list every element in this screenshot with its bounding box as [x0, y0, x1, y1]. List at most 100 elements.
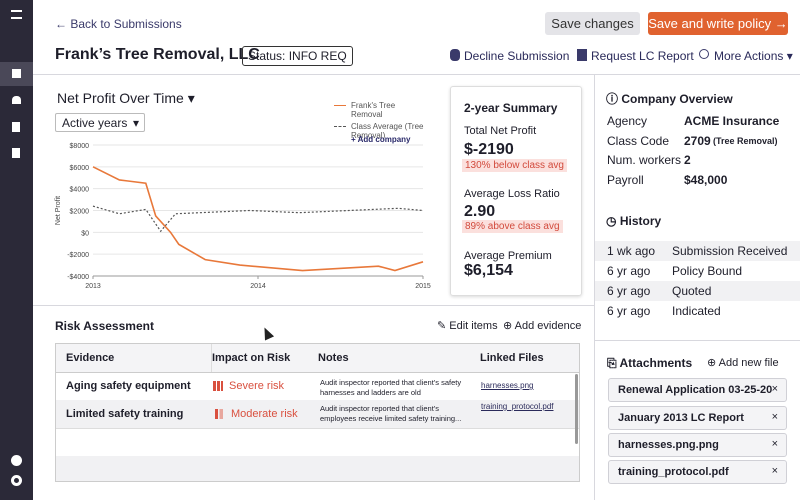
divider	[33, 74, 800, 75]
summary-label: Total Net Profit	[464, 125, 537, 137]
file-name: January 2013 LC Report	[618, 412, 744, 424]
evidence: Limited safety training	[66, 408, 184, 420]
header-cell: Evidence	[66, 352, 115, 364]
overview-text: Company Overview	[621, 92, 733, 106]
label: Agency	[607, 114, 648, 128]
summary-value: $-2190	[464, 141, 514, 158]
filter-text: Active years	[62, 116, 128, 130]
nav-home[interactable]	[0, 62, 33, 86]
save-button[interactable]: Save changes	[545, 12, 640, 35]
file-name: harnesses.png.png	[618, 439, 719, 451]
y-tick-label: $8000	[70, 143, 90, 150]
file-chip[interactable]: harnesses.png.png ×	[608, 433, 787, 457]
history-row: 1 wk ago Submission Received	[595, 241, 800, 261]
legend-item: Frank's Tree Removal	[334, 101, 426, 119]
file-chip[interactable]: Renewal Application 03-25-20 ×	[608, 378, 787, 402]
file-chip[interactable]: January 2013 LC Report ×	[608, 406, 787, 430]
value-note: (Tree Removal)	[713, 136, 778, 146]
time: 1 wk ago	[607, 244, 656, 258]
remove[interactable]: ×	[771, 411, 778, 423]
attachments-title: ⎘ Attachments	[607, 356, 693, 370]
page-title: Frank’s Tree Removal, LLC	[55, 46, 260, 63]
history-row: 6 yr ago Policy Bound	[595, 261, 800, 281]
series-line	[92, 205, 424, 233]
nav-calc[interactable]	[12, 122, 20, 132]
save-write-button[interactable]: Save and write policy →	[648, 12, 788, 35]
y-tick-label: -$4000	[67, 274, 89, 281]
divider	[33, 305, 594, 306]
home-icon	[12, 69, 21, 78]
sidebar	[0, 0, 33, 500]
remove[interactable]: ×	[771, 465, 778, 477]
attachments-text: Attachments	[619, 356, 693, 370]
legend-item: Class Average (Tree Removal)	[334, 122, 426, 140]
history-row: 6 yr ago Indicated	[595, 301, 800, 321]
event: Quoted	[672, 284, 712, 298]
x-tick-label: 2013	[85, 283, 101, 290]
menu-icon[interactable]	[11, 10, 22, 19]
header-cell: Linked Files	[480, 352, 544, 364]
legend-swatch	[334, 126, 346, 127]
hand-icon	[450, 49, 460, 61]
request-action[interactable]: Request LC Report	[591, 49, 694, 63]
nav-people[interactable]	[12, 96, 21, 104]
history-title: ◷ History	[606, 214, 662, 228]
legend: Frank's Tree Removal Class Average (Tree …	[334, 101, 434, 143]
remove[interactable]: ×	[771, 438, 778, 450]
add-file[interactable]: ⊕ Add new file	[707, 357, 779, 369]
history-text: History	[619, 214, 662, 228]
chart-title-text: Net Profit Over Time	[57, 90, 184, 106]
y-tick-label: $0	[81, 230, 89, 237]
chart-title[interactable]: Net Profit Over Time ▾	[57, 90, 195, 106]
evidence: Aging safety equipment	[66, 380, 191, 392]
time: 6 yr ago	[607, 264, 651, 278]
risk-table: Evidence Impact on Risk Notes Linked Fil…	[55, 343, 580, 482]
back-link[interactable]: ← Back to Submissions	[55, 17, 182, 31]
caret: ▾	[132, 116, 139, 130]
impact: Moderate risk	[231, 408, 298, 420]
table-row[interactable]: Limited safety training Moderate risk Au…	[56, 400, 579, 429]
linked-file[interactable]: training_protocol.pdf	[481, 402, 554, 411]
table-header: Evidence Impact on Risk Notes Linked Fil…	[56, 344, 579, 373]
add-file-text: Add new file	[718, 357, 779, 369]
time: 6 yr ago	[607, 304, 651, 318]
add-evidence[interactable]: ⊕ Add evidence	[503, 320, 582, 332]
edit-items[interactable]: ✎ Edit items	[437, 320, 498, 332]
label: Class Code	[607, 134, 670, 148]
more-label: More Actions	[714, 49, 784, 63]
scrollbar[interactable]	[575, 374, 578, 444]
summary-label: Average Loss Ratio	[464, 188, 560, 200]
impact: Severe risk	[229, 380, 285, 392]
x-tick-label: 2015	[415, 283, 431, 290]
decline-action[interactable]: Decline Submission	[464, 49, 570, 63]
filter-dropdown[interactable]: Active years ▾	[55, 113, 145, 132]
time: 6 yr ago	[607, 284, 651, 298]
more-action[interactable]: More Actions ▾	[714, 49, 793, 63]
file-chip[interactable]: training_protocol.pdf ×	[608, 460, 787, 484]
risk-icon	[215, 409, 223, 419]
divider	[594, 74, 595, 500]
label: Num. workers	[607, 153, 682, 167]
table-row	[56, 456, 579, 481]
add-company[interactable]: + Add company	[351, 135, 411, 144]
value: 2709	[684, 134, 711, 148]
summary-note: 89% above class avg	[462, 220, 563, 233]
risk-title: Risk Assessment	[55, 319, 154, 333]
history-row: 6 yr ago Quoted	[595, 281, 800, 301]
file-name: training_protocol.pdf	[618, 466, 729, 478]
nav-profile[interactable]	[11, 455, 22, 466]
nav-settings[interactable]	[11, 475, 22, 486]
y-tick-label: $6000	[70, 165, 90, 172]
value: $48,000	[684, 173, 728, 187]
legend-label: Frank's Tree Removal	[351, 101, 396, 119]
remove[interactable]: ×	[771, 383, 778, 395]
label: Payroll	[607, 173, 644, 187]
linked-file[interactable]: harnesses.png	[481, 381, 534, 390]
y-tick-label: $2000	[70, 209, 90, 216]
edit-text: Edit items	[449, 320, 498, 332]
nav-docs[interactable]	[12, 148, 20, 158]
legend-label: Class Average (Tree Removal)	[351, 122, 424, 140]
event: Indicated	[672, 304, 721, 318]
overview-title: ⓘ Company Overview	[606, 92, 733, 106]
